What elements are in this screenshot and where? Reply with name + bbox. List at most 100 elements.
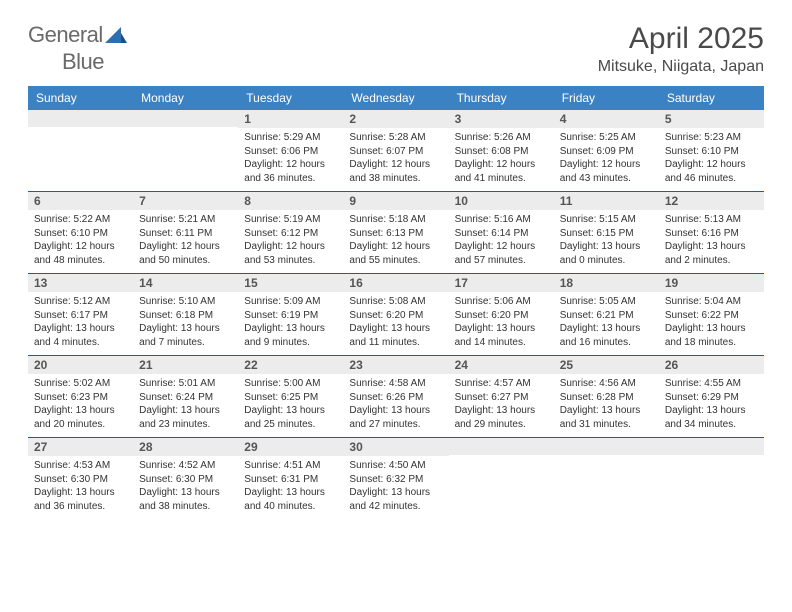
title-block: April 2025 Mitsuke, Niigata, Japan <box>598 22 764 76</box>
day-cell: 20Sunrise: 5:02 AMSunset: 6:23 PMDayligh… <box>28 356 133 437</box>
day-number <box>449 438 554 455</box>
day-cell: 28Sunrise: 4:52 AMSunset: 6:30 PMDayligh… <box>133 438 238 519</box>
day-content: Sunrise: 5:23 AMSunset: 6:10 PMDaylight:… <box>659 128 764 191</box>
brand-logo: GeneralBlue <box>28 22 127 75</box>
day-content: Sunrise: 5:16 AMSunset: 6:14 PMDaylight:… <box>449 210 554 273</box>
day-content: Sunrise: 5:09 AMSunset: 6:19 PMDaylight:… <box>238 292 343 355</box>
weekday-header: Sunday <box>28 86 133 110</box>
day-number: 7 <box>133 192 238 210</box>
day-cell: 17Sunrise: 5:06 AMSunset: 6:20 PMDayligh… <box>449 274 554 355</box>
day-cell: 24Sunrise: 4:57 AMSunset: 6:27 PMDayligh… <box>449 356 554 437</box>
day-cell: 1Sunrise: 5:29 AMSunset: 6:06 PMDaylight… <box>238 110 343 191</box>
day-number: 17 <box>449 274 554 292</box>
day-content: Sunrise: 4:53 AMSunset: 6:30 PMDaylight:… <box>28 456 133 519</box>
day-content: Sunrise: 4:51 AMSunset: 6:31 PMDaylight:… <box>238 456 343 519</box>
day-content: Sunrise: 5:04 AMSunset: 6:22 PMDaylight:… <box>659 292 764 355</box>
brand-text: GeneralBlue <box>28 22 127 75</box>
day-content: Sunrise: 5:02 AMSunset: 6:23 PMDaylight:… <box>28 374 133 437</box>
day-number: 27 <box>28 438 133 456</box>
day-cell <box>28 110 133 191</box>
day-content: Sunrise: 5:19 AMSunset: 6:12 PMDaylight:… <box>238 210 343 273</box>
day-content: Sunrise: 5:21 AMSunset: 6:11 PMDaylight:… <box>133 210 238 273</box>
day-cell: 11Sunrise: 5:15 AMSunset: 6:15 PMDayligh… <box>554 192 659 273</box>
day-content: Sunrise: 5:13 AMSunset: 6:16 PMDaylight:… <box>659 210 764 273</box>
day-content: Sunrise: 5:25 AMSunset: 6:09 PMDaylight:… <box>554 128 659 191</box>
day-cell: 21Sunrise: 5:01 AMSunset: 6:24 PMDayligh… <box>133 356 238 437</box>
calendar-page: GeneralBlue April 2025 Mitsuke, Niigata,… <box>0 0 792 529</box>
day-cell: 13Sunrise: 5:12 AMSunset: 6:17 PMDayligh… <box>28 274 133 355</box>
day-cell <box>133 110 238 191</box>
day-content: Sunrise: 4:55 AMSunset: 6:29 PMDaylight:… <box>659 374 764 437</box>
weekday-header: Wednesday <box>343 86 448 110</box>
day-number: 21 <box>133 356 238 374</box>
day-content <box>659 455 764 505</box>
weekday-header: Friday <box>554 86 659 110</box>
day-number <box>28 110 133 127</box>
day-content: Sunrise: 5:29 AMSunset: 6:06 PMDaylight:… <box>238 128 343 191</box>
day-content <box>28 127 133 177</box>
day-content: Sunrise: 5:12 AMSunset: 6:17 PMDaylight:… <box>28 292 133 355</box>
day-number: 10 <box>449 192 554 210</box>
day-number: 16 <box>343 274 448 292</box>
day-number: 28 <box>133 438 238 456</box>
day-content: Sunrise: 5:26 AMSunset: 6:08 PMDaylight:… <box>449 128 554 191</box>
day-number <box>133 110 238 127</box>
day-content: Sunrise: 5:22 AMSunset: 6:10 PMDaylight:… <box>28 210 133 273</box>
month-title: April 2025 <box>598 22 764 56</box>
day-number: 15 <box>238 274 343 292</box>
day-content: Sunrise: 4:56 AMSunset: 6:28 PMDaylight:… <box>554 374 659 437</box>
day-content: Sunrise: 5:18 AMSunset: 6:13 PMDaylight:… <box>343 210 448 273</box>
day-number <box>554 438 659 455</box>
day-number: 20 <box>28 356 133 374</box>
brand-mark-icon <box>105 23 127 49</box>
day-cell <box>554 438 659 519</box>
day-cell: 3Sunrise: 5:26 AMSunset: 6:08 PMDaylight… <box>449 110 554 191</box>
day-content: Sunrise: 4:58 AMSunset: 6:26 PMDaylight:… <box>343 374 448 437</box>
week-row: 6Sunrise: 5:22 AMSunset: 6:10 PMDaylight… <box>28 192 764 274</box>
day-content: Sunrise: 4:50 AMSunset: 6:32 PMDaylight:… <box>343 456 448 519</box>
calendar-grid: SundayMondayTuesdayWednesdayThursdayFrid… <box>28 86 764 519</box>
day-number: 3 <box>449 110 554 128</box>
day-number: 1 <box>238 110 343 128</box>
day-cell: 19Sunrise: 5:04 AMSunset: 6:22 PMDayligh… <box>659 274 764 355</box>
day-number: 13 <box>28 274 133 292</box>
day-cell: 15Sunrise: 5:09 AMSunset: 6:19 PMDayligh… <box>238 274 343 355</box>
day-cell <box>449 438 554 519</box>
day-number: 23 <box>343 356 448 374</box>
day-cell: 30Sunrise: 4:50 AMSunset: 6:32 PMDayligh… <box>343 438 448 519</box>
weeks-container: 1Sunrise: 5:29 AMSunset: 6:06 PMDaylight… <box>28 110 764 519</box>
day-cell: 9Sunrise: 5:18 AMSunset: 6:13 PMDaylight… <box>343 192 448 273</box>
weekday-header-row: SundayMondayTuesdayWednesdayThursdayFrid… <box>28 86 764 110</box>
day-number: 24 <box>449 356 554 374</box>
day-cell: 27Sunrise: 4:53 AMSunset: 6:30 PMDayligh… <box>28 438 133 519</box>
day-content: Sunrise: 5:15 AMSunset: 6:15 PMDaylight:… <box>554 210 659 273</box>
weekday-header: Thursday <box>449 86 554 110</box>
page-header: GeneralBlue April 2025 Mitsuke, Niigata,… <box>28 22 764 76</box>
day-cell: 10Sunrise: 5:16 AMSunset: 6:14 PMDayligh… <box>449 192 554 273</box>
day-number: 19 <box>659 274 764 292</box>
day-content: Sunrise: 5:05 AMSunset: 6:21 PMDaylight:… <box>554 292 659 355</box>
day-content <box>554 455 659 505</box>
day-content: Sunrise: 4:57 AMSunset: 6:27 PMDaylight:… <box>449 374 554 437</box>
weekday-header: Monday <box>133 86 238 110</box>
day-number: 25 <box>554 356 659 374</box>
day-content: Sunrise: 5:28 AMSunset: 6:07 PMDaylight:… <box>343 128 448 191</box>
brand-part2: Blue <box>62 49 104 74</box>
day-cell: 22Sunrise: 5:00 AMSunset: 6:25 PMDayligh… <box>238 356 343 437</box>
day-cell: 5Sunrise: 5:23 AMSunset: 6:10 PMDaylight… <box>659 110 764 191</box>
day-number <box>659 438 764 455</box>
day-number: 18 <box>554 274 659 292</box>
day-cell: 16Sunrise: 5:08 AMSunset: 6:20 PMDayligh… <box>343 274 448 355</box>
day-cell: 4Sunrise: 5:25 AMSunset: 6:09 PMDaylight… <box>554 110 659 191</box>
day-number: 14 <box>133 274 238 292</box>
day-cell <box>659 438 764 519</box>
day-content: Sunrise: 5:08 AMSunset: 6:20 PMDaylight:… <box>343 292 448 355</box>
week-row: 20Sunrise: 5:02 AMSunset: 6:23 PMDayligh… <box>28 356 764 438</box>
brand-part1: General <box>28 22 103 47</box>
day-cell: 12Sunrise: 5:13 AMSunset: 6:16 PMDayligh… <box>659 192 764 273</box>
day-number: 6 <box>28 192 133 210</box>
weekday-header: Saturday <box>659 86 764 110</box>
day-number: 8 <box>238 192 343 210</box>
day-number: 12 <box>659 192 764 210</box>
day-number: 9 <box>343 192 448 210</box>
